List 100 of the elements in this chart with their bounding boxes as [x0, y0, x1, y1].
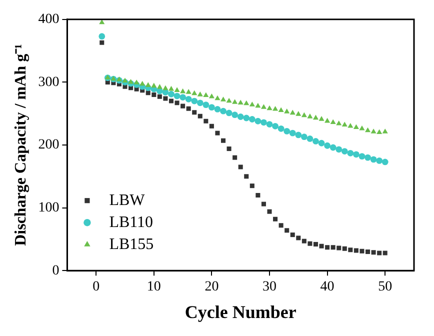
- point: [237, 114, 244, 120]
- point: [318, 116, 324, 121]
- point: [128, 79, 134, 84]
- point: [324, 118, 330, 123]
- point: [342, 122, 348, 127]
- point: [376, 158, 383, 164]
- point: [186, 89, 192, 94]
- point: [157, 94, 162, 99]
- y-tick-label: 200: [38, 138, 60, 153]
- point: [156, 84, 162, 89]
- point: [336, 146, 342, 153]
- x-tick-label: 20: [204, 280, 219, 295]
- point: [238, 164, 243, 170]
- point: [134, 80, 140, 84]
- x-tick-label: 50: [378, 280, 392, 295]
- point: [140, 80, 146, 86]
- point: [336, 246, 342, 250]
- point: [325, 245, 330, 250]
- point: [122, 78, 128, 83]
- point: [220, 96, 226, 102]
- point: [196, 100, 204, 106]
- y-tick-label: 0: [52, 263, 60, 278]
- point: [319, 244, 324, 248]
- point: [360, 248, 364, 254]
- point: [364, 154, 371, 161]
- point: [284, 228, 290, 233]
- point: [272, 122, 278, 130]
- point: [168, 98, 174, 104]
- point: [151, 82, 157, 88]
- point: [256, 192, 260, 198]
- x-tick-label: 10: [146, 280, 161, 295]
- legend-label: LB110: [109, 214, 154, 231]
- point: [376, 129, 382, 134]
- point: [250, 184, 254, 188]
- point: [354, 248, 358, 253]
- point: [180, 88, 186, 94]
- point: [382, 128, 388, 134]
- point: [348, 122, 354, 128]
- point: [249, 102, 255, 106]
- point: [296, 111, 302, 116]
- point: [306, 136, 314, 142]
- y-tick-label: 100: [38, 200, 60, 216]
- point: [342, 246, 347, 251]
- point: [266, 105, 272, 110]
- point: [163, 96, 168, 101]
- point: [162, 85, 168, 90]
- legend-label: LBW: [109, 192, 146, 209]
- point: [382, 250, 388, 256]
- point: [364, 127, 371, 132]
- point: [370, 156, 377, 163]
- point: [152, 92, 156, 98]
- point: [174, 92, 180, 100]
- point: [191, 98, 198, 104]
- point: [254, 118, 262, 124]
- point: [313, 242, 318, 246]
- x-tick-label: 0: [92, 280, 100, 295]
- point: [284, 128, 290, 134]
- point: [226, 98, 232, 103]
- point: [260, 104, 266, 109]
- point: [301, 112, 307, 118]
- point: [273, 216, 278, 222]
- point: [98, 33, 106, 40]
- point: [192, 90, 198, 96]
- point: [330, 119, 336, 124]
- point: [215, 130, 220, 136]
- point: [278, 107, 284, 112]
- y-tick-label: 400: [38, 12, 60, 28]
- point: [220, 108, 226, 114]
- point: [312, 114, 319, 120]
- point: [330, 144, 336, 151]
- point: [203, 92, 209, 97]
- point: [267, 209, 272, 214]
- point: [371, 250, 376, 255]
- point: [208, 104, 215, 111]
- point: [300, 134, 308, 140]
- point: [341, 148, 348, 154]
- point: [353, 124, 359, 130]
- point: [208, 93, 214, 98]
- point: [290, 110, 296, 115]
- point: [284, 108, 290, 114]
- point: [232, 99, 238, 104]
- point: [324, 142, 330, 149]
- point: [318, 140, 325, 146]
- point: [308, 241, 312, 246]
- point: [312, 138, 319, 144]
- point: [266, 121, 273, 128]
- point: [295, 132, 302, 138]
- point: [116, 76, 122, 82]
- point: [382, 158, 388, 166]
- point: [186, 106, 191, 111]
- point: [347, 150, 354, 156]
- point: [226, 110, 232, 116]
- point: [197, 92, 203, 96]
- point: [145, 82, 151, 87]
- point: [353, 151, 360, 158]
- x-tick-label: 30: [262, 280, 276, 295]
- point: [221, 138, 226, 143]
- point: [243, 114, 250, 122]
- point: [370, 128, 376, 134]
- point: [180, 104, 186, 108]
